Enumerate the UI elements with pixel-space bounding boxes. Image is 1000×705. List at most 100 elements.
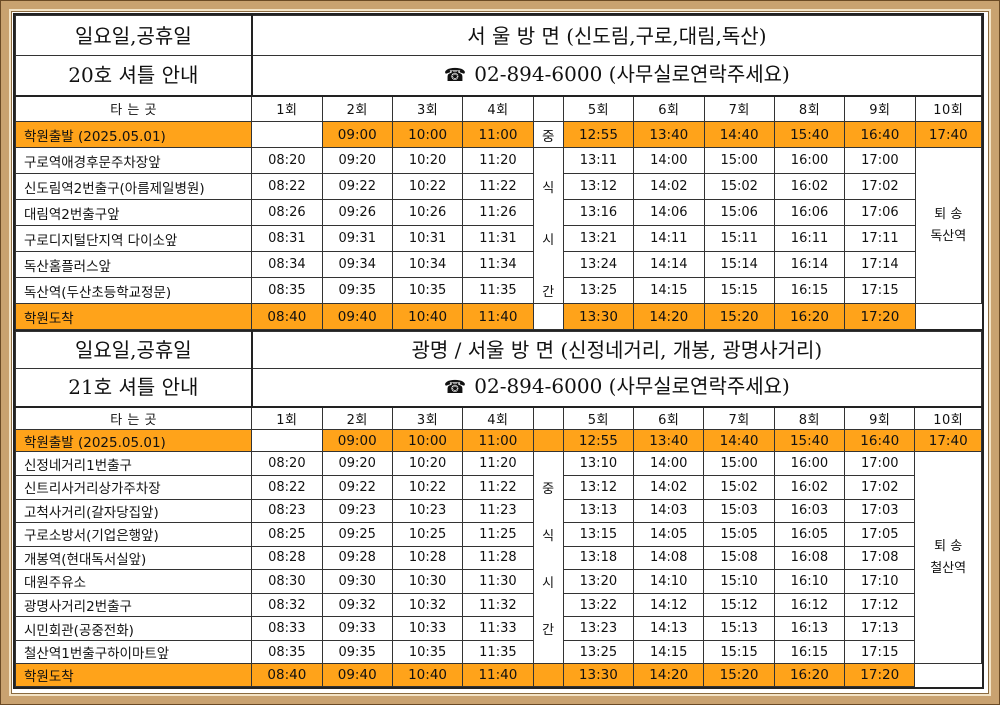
stop-time: 14:05 [633, 522, 705, 547]
table-row: 구로역애경후문주차장앞 08:20 09:20 10:20 11:20 13:11 14:0… [14, 147, 983, 304]
stop-time: 17:14 [844, 251, 916, 278]
dropoff-note: 퇴 송 철산역 [914, 451, 982, 665]
stop-name: 신트리사거리상가주차장 [14, 474, 253, 500]
stop-time: 16:14 [773, 251, 846, 278]
column-header-run: 3회 [391, 95, 464, 122]
stop-time: 15:00 [703, 451, 775, 476]
stop-time: 15:10 [703, 569, 775, 594]
table-row: 철산역1번출구하이마트앞 08:35 09:35 10:35 11:35 13:25 14:… [14, 639, 982, 665]
shuttle-20-route-title: 서 울 방 면 (신도림,구로,대림,독산) [251, 15, 982, 56]
stop-time: 08:23 [251, 498, 323, 524]
arrive-time: 13:30 [562, 303, 635, 330]
table-row: 독산역(두산초등학교정문) 08:35 09:35 10:35 11:35 간 13:25 1… [14, 277, 982, 304]
stop-time: 15:11 [703, 225, 775, 252]
shuttle-20-day-label: 일요일,공휴일 [14, 15, 253, 56]
stop-time: 11:35 [462, 277, 534, 304]
arrive-time: 14:20 [633, 663, 705, 687]
break-marker: 식 [532, 522, 564, 547]
stop-name: 신정네거리1번출구 [14, 451, 253, 476]
shuttle-21-table: 일요일,공휴일 광명 / 서울 방 면 (신정네거리, 개봉, 광명사거리) 2… [14, 331, 982, 687]
stop-time: 13:23 [562, 616, 635, 641]
column-header-run: 2회 [321, 406, 393, 430]
stop-time: 13:11 [562, 147, 635, 174]
stop-time: 15:02 [703, 474, 775, 500]
stop-time: 09:22 [321, 173, 393, 200]
stop-time: 13:16 [562, 199, 635, 226]
stop-time: 11:34 [462, 251, 534, 278]
stop-name: 시민회관(공중전화) [14, 616, 253, 641]
stop-time: 11:35 [462, 639, 534, 665]
stop-time: 08:25 [251, 522, 323, 547]
stop-time: 08:35 [251, 277, 323, 304]
depart-time: 11:00 [462, 121, 534, 148]
stop-time: 17:11 [844, 225, 916, 252]
break-marker [532, 303, 564, 330]
stop-time: 17:12 [844, 592, 916, 618]
arrive-time: 16:20 [773, 303, 846, 330]
depart-row-label: 학원출발 (2025.05.01) [14, 121, 253, 148]
stop-time: 13:22 [562, 592, 635, 618]
stop-time: 10:22 [391, 173, 464, 200]
stop-time: 13:25 [562, 639, 635, 665]
stop-time: 08:30 [251, 569, 323, 594]
stop-time: 14:06 [633, 199, 705, 226]
stop-time: 13:25 [562, 277, 635, 304]
stop-time: 09:25 [321, 522, 393, 547]
shuttle-21-title: 21호 셔틀 안내 [14, 367, 253, 408]
break-marker: 간 [532, 277, 564, 304]
arrive-time: 15:20 [703, 303, 775, 330]
stop-time: 09:35 [321, 639, 393, 665]
column-header-run: 1회 [251, 95, 323, 122]
column-header-location: 타 는 곳 [14, 406, 253, 430]
stop-time: 16:00 [773, 147, 846, 174]
stop-time: 10:33 [391, 616, 464, 641]
stop-time: 11:22 [462, 474, 534, 500]
shuttle-20-phone-row: ☎ 02-894-6000 (사무실로연락주세요) [251, 55, 982, 97]
stop-time: 11:30 [462, 569, 534, 594]
stop-name: 고척사거리(갈자당집앞) [14, 498, 253, 524]
column-header-run: 3회 [391, 406, 464, 430]
depart-time: 16:40 [844, 428, 916, 453]
break-marker [532, 640, 564, 664]
table-row: 대림역2번출구앞 08:26 09:26 10:26 11:26 13:16 14:06 15… [14, 199, 982, 226]
column-header-run: 5회 [562, 95, 635, 122]
column-header-run: 10회 [914, 95, 983, 122]
depart-time: 14:40 [703, 428, 775, 453]
break-marker: 중 [532, 121, 564, 148]
stop-time: 16:03 [773, 498, 846, 524]
stop-time: 08:20 [251, 451, 323, 476]
stop-time: 10:26 [391, 199, 464, 226]
depart-time: 10:00 [391, 121, 464, 148]
table-row: 개봉역(현대독서실앞) 08:28 09:28 10:28 11:28 13:18 14:0… [14, 545, 982, 571]
shuttle-21-phone: 02-894-6000 (사무실로연락주세요) [474, 374, 790, 399]
column-header-run: 10회 [914, 406, 982, 430]
phone-icon: ☎ [443, 377, 467, 399]
stop-time: 08:33 [251, 616, 323, 641]
table-row: 광명사거리2번출구 08:32 09:32 10:32 11:32 13:22 14:12 1… [14, 592, 982, 618]
dropoff-station: 독산역 [930, 228, 967, 244]
depart-time: 15:40 [773, 121, 846, 148]
stop-time: 10:20 [391, 147, 464, 174]
arrive-time: 09:40 [321, 303, 393, 330]
stop-time: 10:35 [391, 639, 464, 665]
stop-time: 08:32 [251, 592, 323, 618]
break-marker: 중 [532, 475, 564, 499]
arrive-time: 13:30 [562, 663, 635, 687]
arrive-time: 14:20 [633, 303, 705, 330]
stop-time: 17:08 [844, 545, 916, 571]
stop-name: 대원주유소 [14, 569, 253, 594]
stop-time: 16:13 [773, 616, 846, 641]
break-marker [532, 251, 564, 278]
stop-time: 15:12 [703, 592, 775, 618]
column-header-run: 8회 [773, 95, 846, 122]
shuttle-20-table: 일요일,공휴일 서 울 방 면 (신도림,구로,대림,독산) 20호 셔틀 안내… [14, 15, 983, 330]
arrive-time: 10:40 [391, 303, 464, 330]
stop-time: 09:20 [321, 451, 393, 476]
stop-time: 09:35 [321, 277, 393, 304]
stop-time: 14:11 [633, 225, 705, 252]
stop-time: 15:15 [703, 277, 775, 304]
stop-time: 17:02 [844, 474, 916, 500]
stop-name: 철산역1번출구하이마트앞 [14, 639, 253, 665]
shuttle-20-timetable: 일요일,공휴일 서 울 방 면 (신도림,구로,대림,독산) 20호 셔틀 안내… [13, 13, 984, 331]
stop-name: 대림역2번출구앞 [14, 199, 253, 226]
